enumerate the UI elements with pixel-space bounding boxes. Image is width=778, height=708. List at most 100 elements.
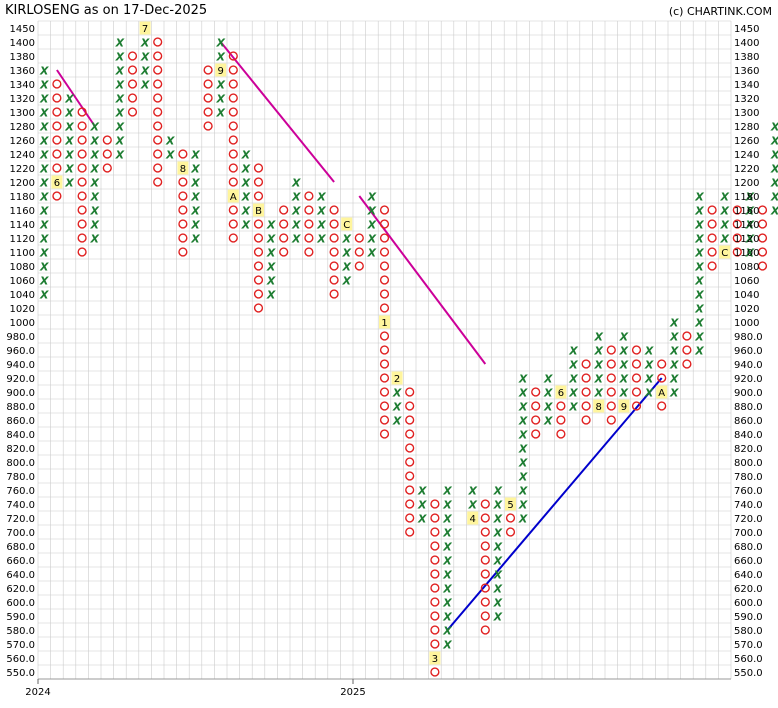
x-box: X [770, 205, 778, 218]
month-marker: 9 [218, 66, 224, 77]
o-box [153, 163, 163, 173]
x-box: X [392, 401, 402, 414]
x-box: X [367, 233, 377, 246]
x-box: X [694, 205, 704, 218]
o-box [430, 555, 440, 565]
o-box [430, 513, 440, 523]
month-marker-bg [253, 203, 264, 217]
x-box: X [770, 177, 778, 190]
x-box: X [266, 219, 276, 232]
o-box [405, 415, 415, 425]
month-marker: 8 [180, 164, 186, 175]
o-box [505, 513, 516, 523]
x-box: X [291, 219, 301, 232]
o-box [354, 233, 364, 243]
o-box [178, 247, 188, 257]
o-box [228, 65, 238, 75]
o-box [480, 583, 490, 593]
o-box [52, 107, 62, 117]
o-box [707, 219, 717, 229]
y-tick-label: 1040 [734, 290, 759, 301]
x-box: X [442, 611, 452, 624]
x-box: X [39, 79, 49, 92]
o-box [732, 247, 742, 257]
y-tick-label: 1160 [10, 206, 35, 217]
y-tick-label: 1360 [734, 66, 759, 77]
y-tick-label: 1180 [10, 192, 35, 203]
month-marker: 6 [558, 388, 564, 399]
o-box [52, 93, 62, 103]
x-box: X [518, 499, 528, 512]
y-tick-label: 960.0 [734, 346, 763, 357]
x-box: X [694, 261, 704, 274]
x-box: X [39, 65, 49, 78]
o-box [379, 415, 390, 425]
y-tick-label: 940.0 [6, 360, 35, 371]
o-box [581, 359, 591, 369]
o-box [405, 527, 415, 537]
o-box [52, 163, 62, 173]
month-marker: 3 [432, 654, 438, 665]
trendline [56, 69, 96, 127]
o-box [52, 135, 62, 145]
x-box: X [644, 373, 654, 386]
x-box: X [518, 513, 528, 526]
y-tick-label: 1300 [10, 108, 35, 119]
month-marker: 1 [381, 318, 387, 329]
month-marker-bg [429, 651, 441, 665]
y-tick-label: 570.0 [6, 640, 35, 651]
o-box [405, 443, 415, 453]
month-marker: 7 [142, 24, 148, 35]
x-box: X [493, 513, 503, 526]
o-box [379, 247, 390, 257]
x-box: X [467, 499, 477, 512]
o-box [606, 345, 616, 355]
o-box [153, 135, 163, 145]
x-box: X [341, 247, 351, 260]
o-box [606, 415, 616, 425]
o-box [581, 387, 591, 397]
y-tick-label: 600.0 [734, 598, 763, 609]
y-tick-label: 1140 [734, 220, 759, 231]
o-box [682, 359, 692, 369]
y-tick-label: 1020 [734, 304, 759, 315]
o-box [153, 107, 163, 117]
y-tick-label: 920.0 [6, 374, 35, 385]
o-box [405, 485, 415, 495]
y-tick-label: 640.0 [734, 570, 763, 581]
o-box [253, 177, 264, 187]
o-box [707, 261, 717, 271]
o-box [228, 219, 238, 229]
o-box [203, 121, 213, 131]
y-tick-label: 1000 [10, 318, 35, 329]
y-tick-label: 700.0 [734, 528, 763, 539]
o-box [304, 219, 314, 229]
x-box: X [694, 219, 704, 232]
o-box [203, 107, 213, 117]
x-box: X [115, 135, 125, 148]
o-box [304, 191, 314, 201]
o-box [505, 527, 516, 537]
x-box: X [493, 485, 503, 498]
x-box: X [694, 247, 704, 260]
x-box: X [64, 135, 74, 148]
o-box [228, 205, 238, 215]
y-tick-label: 1260 [10, 136, 35, 147]
x-box: X [392, 415, 402, 428]
o-box [329, 219, 339, 229]
month-marker: 5 [507, 500, 513, 511]
x-box: X [115, 107, 125, 120]
x-box: X [719, 205, 729, 218]
x-box: X [190, 149, 200, 162]
o-box [430, 583, 440, 593]
o-box [228, 149, 238, 159]
x-box: X [266, 233, 276, 246]
x-box: X [669, 387, 679, 400]
x-box: X [115, 51, 125, 64]
x-tick-label: 2025 [340, 687, 365, 698]
x-box: X [745, 205, 755, 218]
x-box: X [392, 387, 402, 400]
o-box [228, 163, 238, 173]
o-box [77, 191, 87, 201]
o-box [178, 205, 188, 215]
